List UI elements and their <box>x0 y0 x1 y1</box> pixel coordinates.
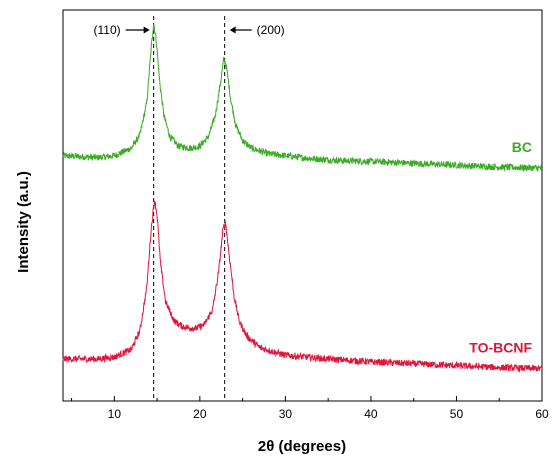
x-tick-label-40: 40 <box>364 407 378 421</box>
x-tick-label-30: 30 <box>279 407 293 421</box>
x-tick-label-60: 60 <box>535 407 549 421</box>
x-axis-title: 2θ (degrees) <box>258 438 346 455</box>
arrowhead-icon <box>143 26 150 34</box>
annotation-(200): (200) <box>257 23 285 37</box>
plot-frame <box>62 9 543 402</box>
annotation-(110): (110) <box>94 23 121 37</box>
series-line-TO-BCNF <box>62 200 543 374</box>
series-line-BC <box>62 23 543 173</box>
peak-annotations: (110) (200) <box>94 23 285 37</box>
peak-reference-lines <box>153 16 226 401</box>
series-layer: BC TO-BCNF <box>62 23 543 374</box>
x-tick-label-20: 20 <box>193 407 207 421</box>
x-tick-label-50: 50 <box>450 407 464 421</box>
y-axis-title: Intensity (a.u.) <box>15 171 32 273</box>
series-label-BC: BC <box>512 139 532 155</box>
x-tick-label-10: 10 <box>108 407 122 421</box>
series-label-TO-BCNF: TO-BCNF <box>469 340 532 356</box>
x-axis: 10 20 30 40 50 60 <box>71 396 549 421</box>
